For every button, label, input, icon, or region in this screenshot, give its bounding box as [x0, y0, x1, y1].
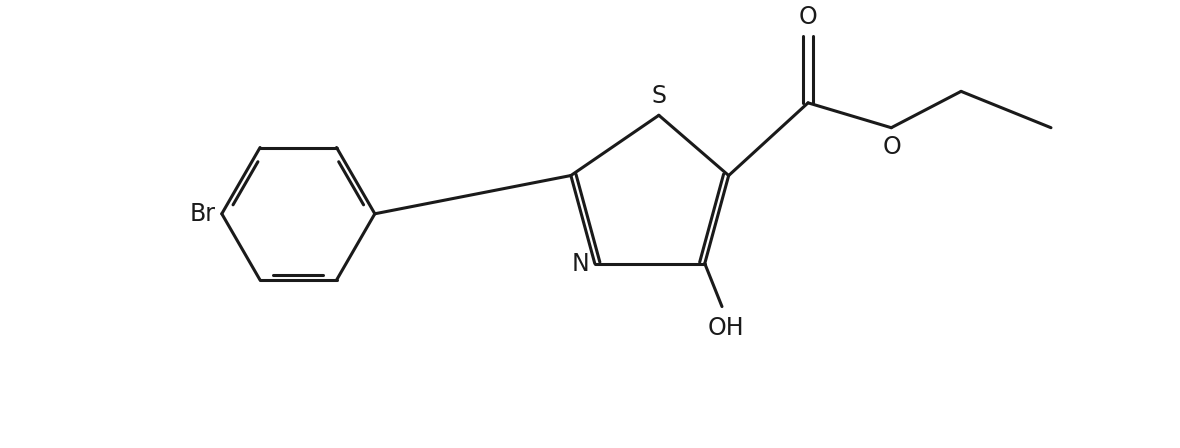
- Text: O: O: [799, 5, 818, 29]
- Text: N: N: [571, 251, 589, 276]
- Text: O: O: [883, 135, 902, 159]
- Text: OH: OH: [708, 316, 745, 340]
- Text: Br: Br: [190, 202, 216, 226]
- Text: S: S: [651, 84, 667, 108]
